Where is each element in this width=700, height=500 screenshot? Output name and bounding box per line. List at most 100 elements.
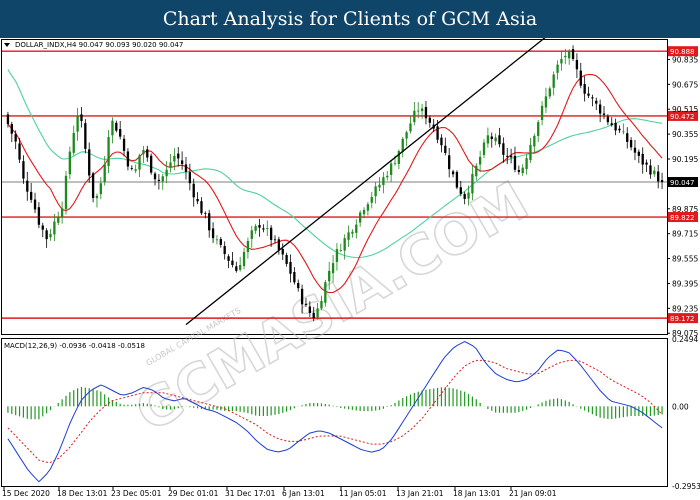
time-axis-tick-label: 31 Dec 17:01 [225, 489, 276, 498]
candle-body [320, 300, 323, 309]
price-axis-tick-label: 90.675 [672, 80, 698, 89]
candle-body [548, 88, 551, 97]
candle-body [583, 84, 586, 94]
candle-body [49, 234, 52, 238]
candle-body [517, 170, 521, 172]
level-price-tag [668, 46, 698, 57]
moving-average-slow [7, 69, 663, 259]
candle-body [177, 153, 180, 159]
candle-body [165, 169, 168, 177]
candle-body [362, 209, 366, 215]
candle-body [374, 186, 377, 197]
time-axis-tick-label: 21 Jan 09:01 [509, 489, 557, 498]
level-price-tag [668, 110, 698, 121]
candle-body [68, 151, 72, 175]
candle-body [537, 122, 540, 136]
candle-body [304, 303, 308, 305]
candle-body [637, 151, 641, 156]
candle-body [293, 272, 296, 283]
collapse-triangle-icon[interactable] [4, 43, 10, 47]
candle-body [544, 96, 548, 108]
candle-body [10, 124, 13, 134]
candle-body [386, 175, 389, 178]
candle-body [451, 171, 455, 175]
candle-body [525, 158, 528, 170]
candle-body [196, 198, 199, 202]
candle-body [95, 195, 99, 199]
candle-body [490, 136, 493, 139]
level-price-tag [668, 313, 698, 324]
candle-body [103, 164, 106, 182]
candle-body [482, 142, 486, 156]
candle-body [440, 137, 443, 146]
candle-body [227, 256, 230, 261]
candle-body [424, 107, 428, 119]
candle-body [494, 137, 497, 142]
title-banner: Chart Analysis for Clients of GCM Asia [0, 0, 700, 38]
candle-body [521, 167, 524, 174]
candle-body [192, 183, 195, 198]
candle-body [393, 162, 397, 164]
candle-body [370, 197, 373, 203]
candle-body [436, 126, 439, 140]
candle-body [285, 255, 288, 264]
candle-body [169, 162, 172, 168]
time-axis-tick-label: 18 Dec 13:01 [57, 489, 108, 498]
candle-body [262, 228, 265, 230]
candle-body [289, 261, 292, 274]
candle-body [331, 263, 335, 274]
candle-body [649, 165, 652, 175]
candle-body [235, 266, 238, 271]
candle-body [324, 282, 327, 303]
candle-body [355, 224, 358, 233]
price-axis-tick-label: 90.195 [672, 155, 698, 164]
candle-body [142, 150, 145, 155]
candle-body [502, 143, 505, 155]
candle-body [312, 312, 315, 319]
candle-body [478, 156, 482, 165]
candle-body [335, 249, 339, 262]
time-axis-tick-label: 29 Dec 01:01 [168, 489, 219, 498]
candle-body [513, 155, 517, 170]
candle-body [45, 230, 48, 240]
time-axis-tick-label: 15 Dec 2020 [2, 489, 50, 498]
price-pane-header: DOLLAR_INDX,H4 90.047 90.093 90.020 90.0… [15, 41, 183, 49]
candle-body [328, 270, 331, 282]
candle-body [626, 133, 629, 142]
price-axis-tick-label: 90.835 [672, 55, 698, 64]
price-axis-tick-label: 89.715 [672, 230, 698, 239]
chart-canvas: GCMASIA.COM GLOBAL CAPITAL MARKETS 90.88… [0, 38, 700, 500]
candle-body [37, 207, 41, 225]
candle-body [413, 110, 416, 123]
candle-body [119, 129, 122, 137]
price-axis-tick-label: 89.555 [672, 255, 698, 264]
candle-body [88, 149, 91, 176]
candle-body [498, 135, 501, 145]
candle-body [269, 227, 273, 240]
candle-body [560, 58, 563, 64]
macd-pane-header: MACD(12,26,9) -0.0936 -0.0418 -0.0518 [4, 342, 145, 350]
candle-body [657, 171, 660, 182]
candle-body [475, 165, 478, 177]
candle-body [409, 123, 412, 132]
candle-body [57, 216, 60, 223]
candle-body [486, 135, 490, 144]
candle-body [80, 114, 83, 121]
candle-body [22, 161, 25, 179]
candle-body [242, 251, 246, 267]
current-price-tag [668, 177, 698, 188]
level-price-label: 90.472 [670, 113, 695, 121]
candle-body [184, 164, 188, 172]
candle-body [122, 138, 126, 151]
candle-body [130, 168, 133, 169]
candle-body [157, 179, 161, 181]
candle-body [463, 193, 466, 199]
candle-body [107, 137, 110, 166]
candle-body [246, 240, 250, 253]
candle-body [258, 224, 261, 228]
candle-body [297, 283, 300, 289]
moving-average-fast [7, 73, 663, 294]
candle-body [366, 204, 370, 211]
candle-body [115, 122, 118, 131]
candle-body [618, 128, 621, 131]
